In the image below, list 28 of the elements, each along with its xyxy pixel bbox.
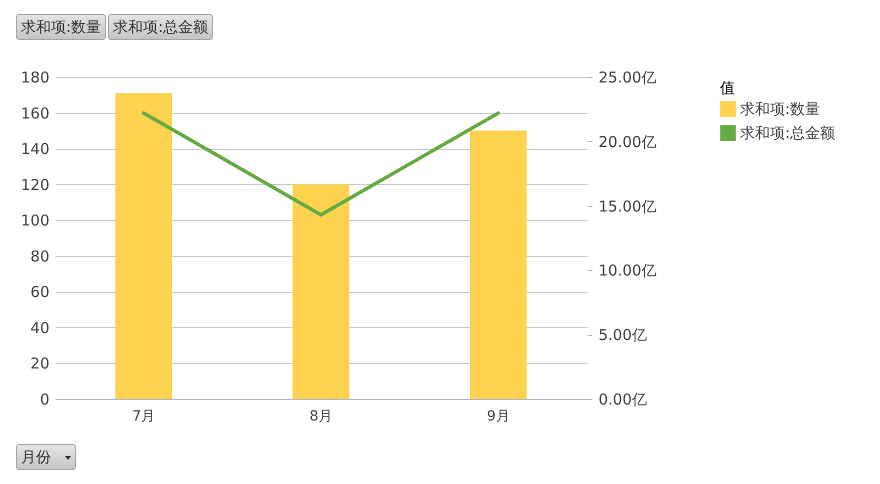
y-tick-label: 40 (30, 318, 50, 337)
y-tick-label: 0 (40, 390, 50, 408)
y-tick-label: 60 (30, 283, 50, 302)
y-tick-label: 120 (20, 176, 50, 194)
y2-tick-label: 15.00亿 (598, 197, 656, 216)
y-tick-label: 160 (20, 104, 50, 122)
y-tick-label: 100 (20, 212, 50, 230)
y2-tick-label: 0.00亿 (598, 390, 647, 408)
y-tick-label: 180 (20, 68, 50, 86)
text: 求和项:数量 (16, 14, 106, 40)
y2-tick-label: 25.00亿 (598, 68, 656, 86)
y2-tick-label: 10.00亿 (598, 262, 656, 280)
text: 求和项:总金额 (108, 14, 214, 40)
y-tick-label: 140 (20, 140, 50, 158)
bar (292, 184, 350, 399)
y2-tick-label: 5.00亿 (598, 326, 647, 344)
x-tick-label: 9月 (486, 408, 510, 424)
x-axis-title: 月份 (21, 448, 51, 466)
y-tick-label: 80 (30, 247, 50, 266)
bar (470, 130, 527, 399)
legend-label: 求和项:数量 (740, 100, 820, 118)
legend-label: 求和项:总金额 (740, 124, 836, 142)
x-tick-label: 8月 (310, 408, 332, 424)
x-tick-label: 7月 (132, 408, 156, 424)
bar (115, 93, 172, 399)
y-tick-label: 20 (30, 354, 50, 373)
legend-title: 值 (720, 79, 735, 97)
y2-tick-label: 20.00亿 (598, 132, 656, 151)
